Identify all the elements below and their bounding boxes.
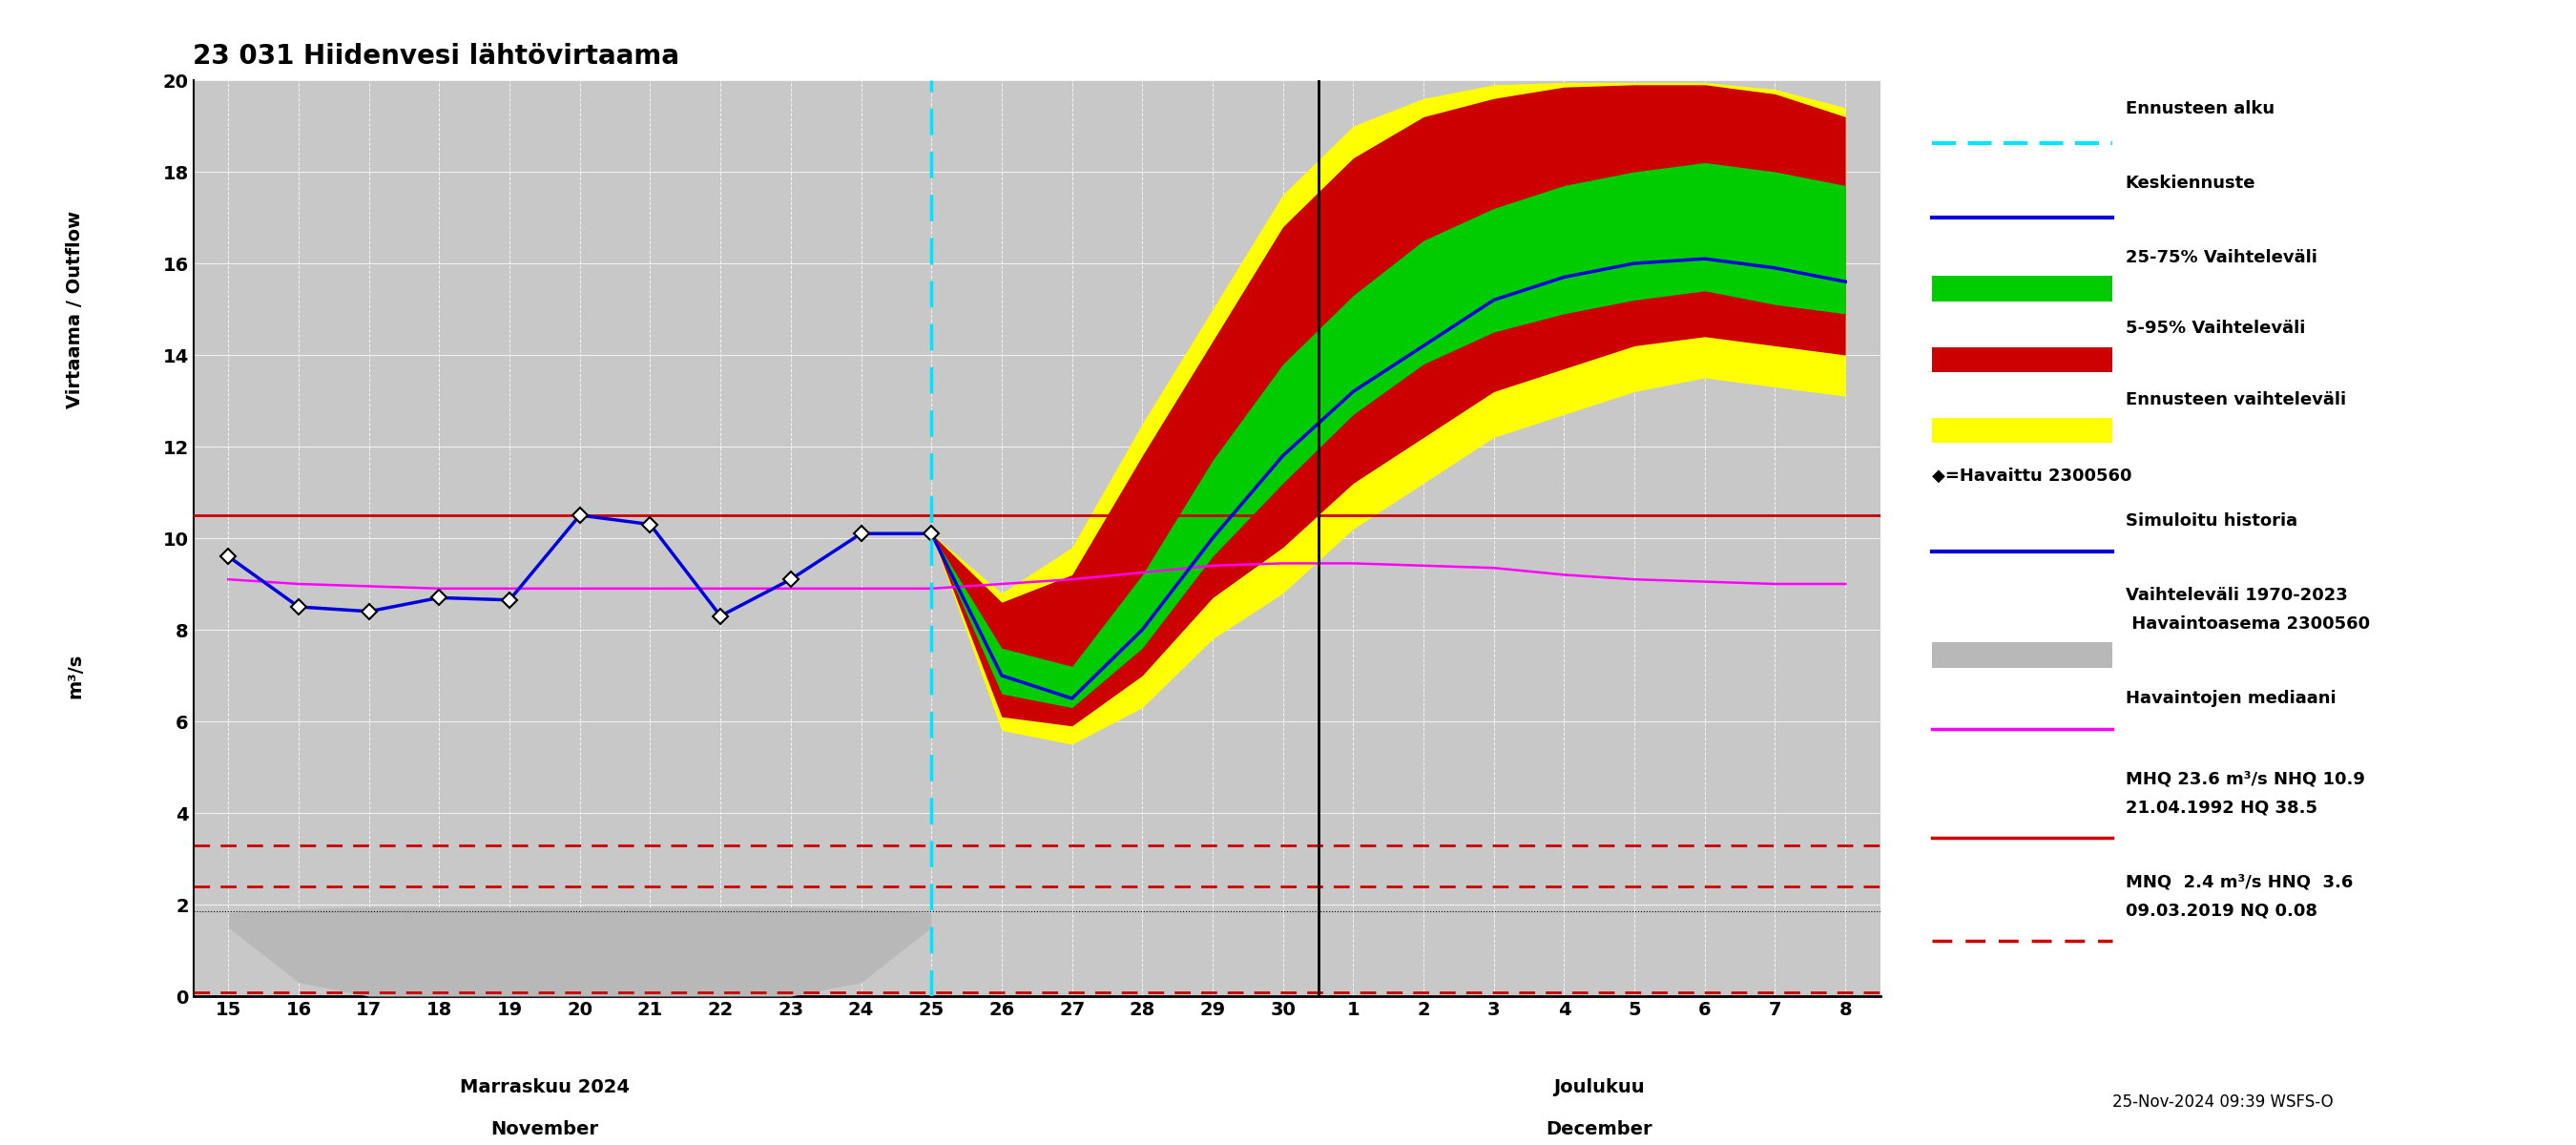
Text: 25-75% Vaihteleväli: 25-75% Vaihteleväli xyxy=(2125,248,2316,266)
Text: November: November xyxy=(492,1120,598,1138)
Text: Havaintoasema 2300560: Havaintoasema 2300560 xyxy=(2125,616,2370,632)
Text: 5-95% Vaihteleväli: 5-95% Vaihteleväli xyxy=(2125,321,2306,337)
Text: Vaihteleväli 1970-2023: Vaihteleväli 1970-2023 xyxy=(2125,586,2347,605)
Text: 25-Nov-2024 09:39 WSFS-O: 25-Nov-2024 09:39 WSFS-O xyxy=(2112,1093,2334,1111)
Text: 23 031 Hiidenvesi lähtövirtaama: 23 031 Hiidenvesi lähtövirtaama xyxy=(193,44,680,70)
Text: Joulukuu: Joulukuu xyxy=(1553,1079,1646,1097)
Text: 09.03.2019 NQ 0.08: 09.03.2019 NQ 0.08 xyxy=(2125,902,2316,918)
Text: Simuloitu historia: Simuloitu historia xyxy=(2125,513,2298,529)
Text: m³/s: m³/s xyxy=(67,653,85,698)
Text: Ennusteen alku: Ennusteen alku xyxy=(2125,100,2275,117)
Text: December: December xyxy=(1546,1120,1654,1138)
Text: Keskiennuste: Keskiennuste xyxy=(2125,174,2257,191)
Text: Marraskuu 2024: Marraskuu 2024 xyxy=(459,1079,629,1097)
Text: 21.04.1992 HQ 38.5: 21.04.1992 HQ 38.5 xyxy=(2125,799,2316,815)
Text: Virtaama / Outflow: Virtaama / Outflow xyxy=(67,211,85,408)
Text: Havaintojen mediaani: Havaintojen mediaani xyxy=(2125,689,2336,706)
Text: MNQ  2.4 m³/s HNQ  3.6: MNQ 2.4 m³/s HNQ 3.6 xyxy=(2125,872,2352,891)
Text: MHQ 23.6 m³/s NHQ 10.9: MHQ 23.6 m³/s NHQ 10.9 xyxy=(2125,769,2365,788)
Text: Ennusteen vaihteleväli: Ennusteen vaihteleväli xyxy=(2125,390,2347,408)
Text: ◆=Havaittu 2300560: ◆=Havaittu 2300560 xyxy=(1932,467,2133,485)
